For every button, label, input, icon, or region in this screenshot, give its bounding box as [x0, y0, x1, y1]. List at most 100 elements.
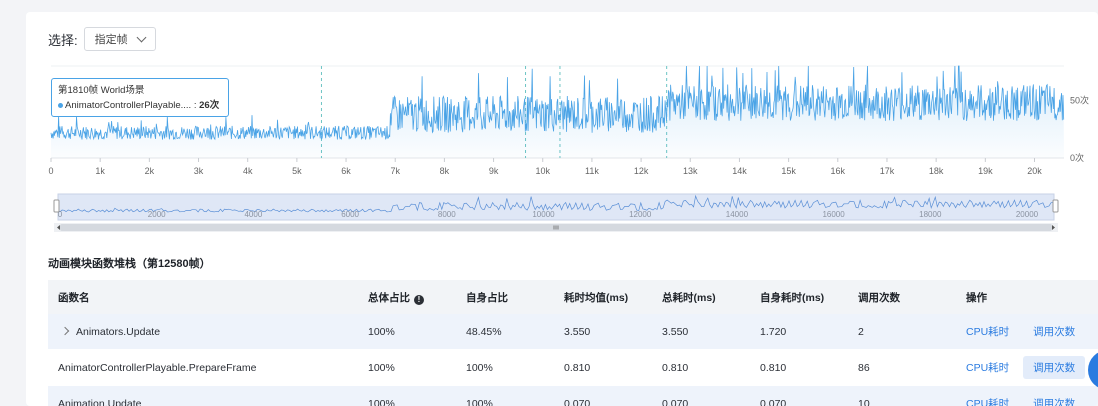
function-name-cell: AnimatorControllerPlayable.PrepareFrame — [48, 362, 368, 374]
frame-selector-row: 选择: 指定帧 — [48, 27, 156, 51]
x-tick-label: 10k — [535, 166, 550, 176]
tooltip-series: AnimatorControllerPlayable.... — [65, 100, 192, 111]
navigator-right-handle[interactable] — [1052, 199, 1059, 213]
x-tick-label: 13k — [683, 166, 698, 176]
x-tick-label: 8k — [440, 166, 450, 176]
navigator-selection — [57, 193, 1055, 221]
calls-cell: 86 — [858, 361, 870, 374]
col-header-self[interactable]: 自身占比 — [466, 291, 508, 304]
tooltip-series-row: AnimatorControllerPlayable.... : 26次 — [58, 98, 222, 113]
col-header-calls[interactable]: 调用次数 — [858, 291, 900, 304]
main-card: 选择: 指定帧 0 1k 2k 3k 4k 5k 6k 7k 8k 9k 10k 11k 12k 13k 1… — [26, 12, 1098, 406]
avg-cell: 0.810 — [564, 361, 591, 374]
floating-action-button[interactable] — [1088, 350, 1098, 390]
navigator-tick-label: 8000 — [438, 210, 456, 219]
function-name-cell: Animators.Update — [48, 326, 368, 338]
frame-mode-value: 指定帧 — [94, 34, 128, 46]
x-tick-label: 14k — [732, 166, 747, 176]
col-header-avg[interactable]: 耗时均值(ms) — [564, 291, 629, 304]
navigator-left-handle[interactable] — [53, 199, 60, 213]
cpu-time-link[interactable]: CPU耗时 — [966, 362, 1010, 374]
self-cell: 100% — [466, 361, 493, 374]
x-tick-label: 17k — [880, 166, 895, 176]
table-row[interactable]: AnimatorControllerPlayable.PrepareFrame … — [48, 350, 1098, 386]
col-header-total-label: 总体占比 — [368, 291, 410, 304]
navigator-tick-label: 12000 — [629, 210, 652, 219]
x-tick-label: 6k — [341, 166, 351, 176]
x-tick-label: 19k — [978, 166, 993, 176]
cpu-time-link[interactable]: CPU耗时 — [966, 326, 1010, 338]
x-tick-label: 12k — [634, 166, 649, 176]
sum-cell: 3.550 — [662, 325, 689, 338]
navigator-tick-label: 18000 — [919, 210, 942, 219]
navigator-series — [57, 194, 1054, 213]
self-cell: 100% — [466, 397, 493, 406]
x-tick-label: 3k — [194, 166, 204, 176]
selector-label: 选择: — [48, 32, 78, 48]
info-icon[interactable]: ! — [414, 294, 424, 305]
navigator-tick-label: 16000 — [822, 210, 845, 219]
x-tick-label: 5k — [292, 166, 302, 176]
function-name: Animation.Update — [58, 397, 142, 406]
table-header: 函数名 总体占比! 自身占比 耗时均值(ms) 总耗时(ms) 自身耗时(ms)… — [48, 280, 1098, 314]
call-count-button[interactable]: 调用次数 — [1023, 356, 1086, 379]
call-count-button[interactable]: 调用次数 — [1033, 398, 1076, 406]
navigator-tick-label: 2000 — [148, 210, 166, 219]
col-header-total[interactable]: 总体占比! — [368, 290, 466, 305]
navigator-tick-label: 14000 — [726, 210, 749, 219]
tooltip-value: 26次 — [199, 100, 220, 111]
page-margin — [0, 0, 26, 406]
navigator-tick-label: 10000 — [532, 210, 555, 219]
self-time-cell: 1.720 — [760, 325, 787, 338]
cpu-time-link[interactable]: CPU耗时 — [966, 398, 1010, 406]
ops-cell: CPU耗时 调用次数 — [966, 356, 1098, 379]
function-stack-table: 函数名 总体占比! 自身占比 耗时均值(ms) 总耗时(ms) 自身耗时(ms)… — [48, 280, 1098, 406]
chart-tooltip: 第1810帧 World场景 AnimatorControllerPlayabl… — [51, 78, 229, 117]
x-tick-label: 4k — [243, 166, 253, 176]
calls-cell: 10 — [858, 397, 870, 406]
total-cell: 100% — [368, 397, 395, 406]
x-tick-label: 0 — [48, 166, 53, 176]
call-count-button[interactable]: 调用次数 — [1033, 326, 1076, 338]
total-cell: 100% — [368, 325, 395, 338]
section-title: 动画模块函数堆栈（第12580帧） — [48, 258, 211, 270]
x-tick-label: 11k — [585, 166, 599, 176]
x-tick-label: 15k — [781, 166, 796, 176]
table-row[interactable]: Animation.Update 100% 100% 0.070 0.070 0… — [48, 386, 1098, 406]
navigator-tick-label: 4000 — [244, 210, 262, 219]
x-tick-label: 20k — [1027, 166, 1042, 176]
navigator-tick-label: 6000 — [341, 210, 359, 219]
series-dot-icon — [58, 102, 63, 108]
col-header-name[interactable]: 函数名 — [58, 291, 90, 304]
y-tick-label: 0次 — [1070, 152, 1084, 163]
function-name-cell: Animation.Update — [48, 398, 368, 406]
x-tick-label: 2k — [145, 166, 155, 176]
scroll-right-icon — [1052, 225, 1055, 230]
self-cell: 48.45% — [466, 325, 502, 338]
navigator-tick-label: 0 — [58, 210, 63, 219]
self-time-cell: 0.070 — [760, 397, 787, 406]
x-tick-label: 9k — [489, 166, 499, 176]
tooltip-title: 第1810帧 World场景 — [58, 85, 145, 96]
scroll-left-icon — [57, 225, 60, 230]
sum-cell: 0.070 — [662, 397, 689, 406]
range-navigator: 0 2000 4000 6000 8000 10000 12000 14000 16000 180… — [53, 193, 1059, 232]
self-time-cell: 0.810 — [760, 361, 787, 374]
total-cell: 100% — [368, 361, 395, 374]
expand-arrow-icon[interactable] — [60, 326, 70, 335]
ops-cell: CPU耗时 调用次数 — [966, 392, 1098, 406]
frame-mode-select[interactable]: 指定帧 — [83, 27, 156, 51]
col-header-self-time[interactable]: 自身耗时(ms) — [760, 291, 825, 304]
calls-line-chart[interactable]: 0 1k 2k 3k 4k 5k 6k 7k 8k 9k 10k 11k 12k 13k 14k 15k 16k… — [26, 12, 1098, 242]
avg-cell: 0.070 — [564, 397, 591, 406]
calls-cell: 2 — [858, 325, 864, 338]
avg-cell: 3.550 — [564, 325, 591, 338]
col-header-ops: 操作 — [966, 291, 987, 304]
ops-cell: CPU耗时 调用次数 — [966, 320, 1098, 343]
series-line — [50, 65, 1065, 141]
x-tick-label: 7k — [390, 166, 400, 176]
table-row[interactable]: Animators.Update 100% 48.45% 3.550 3.550… — [48, 314, 1098, 350]
function-name: AnimatorControllerPlayable.PrepareFrame — [58, 361, 257, 374]
col-header-sum[interactable]: 总耗时(ms) — [662, 291, 716, 304]
x-tick-label: 1k — [95, 166, 105, 176]
